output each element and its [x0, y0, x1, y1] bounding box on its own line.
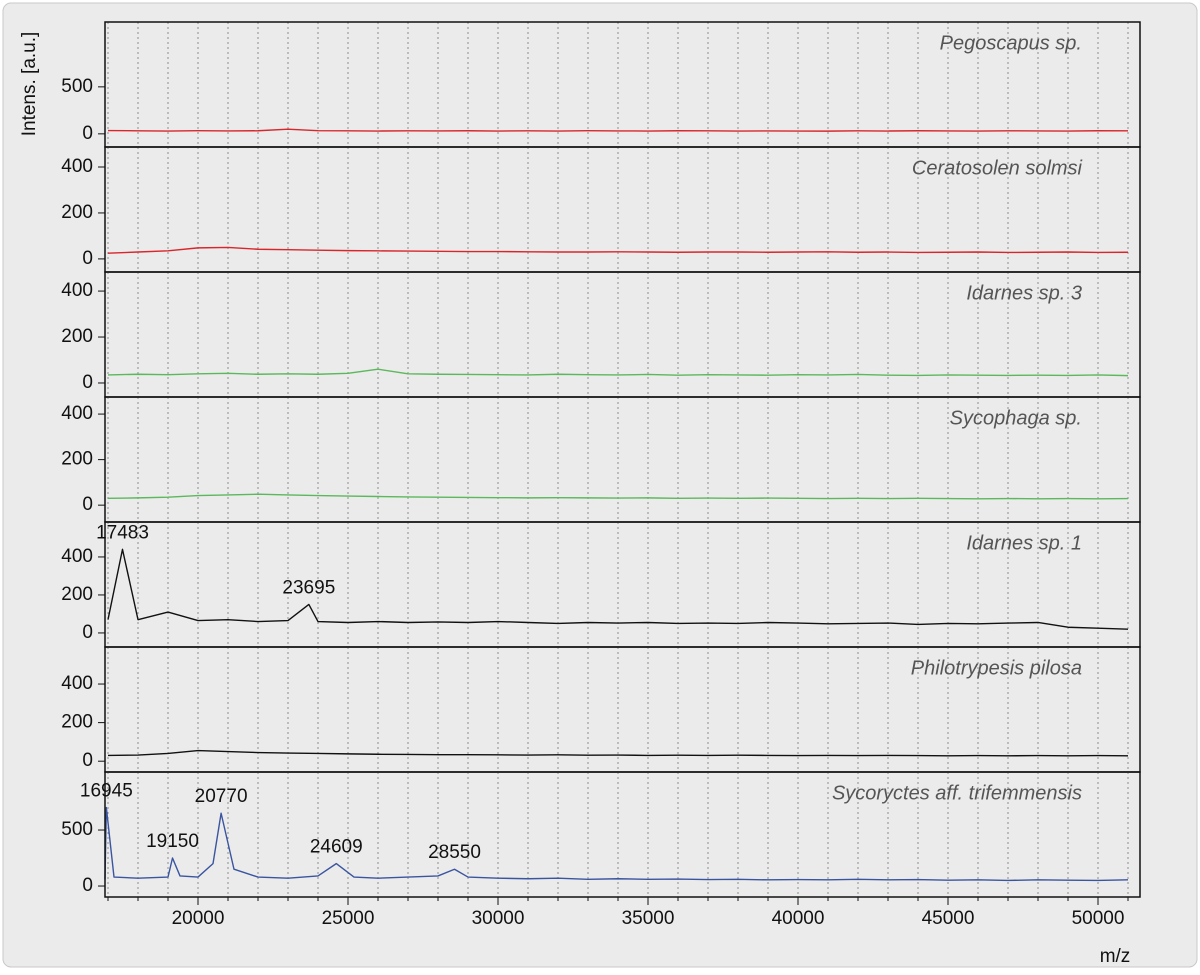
- y-tick-label: 400: [61, 546, 93, 567]
- x-tick-label: 45000: [922, 908, 975, 929]
- y-tick-label: 400: [61, 156, 93, 177]
- panel-title: Sycophaga sp.: [950, 407, 1082, 429]
- y-tick-label: 500: [61, 819, 93, 840]
- x-tick-label: 25000: [322, 908, 375, 929]
- y-tick-label: 0: [82, 372, 93, 393]
- y-tick-label: 200: [61, 449, 93, 470]
- peak-label: 23695: [282, 577, 335, 598]
- y-tick-label: 200: [61, 712, 93, 733]
- x-tick-label: 20000: [172, 908, 225, 929]
- peak-label: 24609: [310, 837, 363, 858]
- y-tick-label: 0: [82, 750, 93, 771]
- figure: 0 500 Pegoscapus sp. Intens. [a.u.] 0 200 400 C…: [0, 0, 1200, 970]
- y-tick-label: 400: [61, 673, 93, 694]
- y-tick-label: 200: [61, 202, 93, 223]
- panel-title: Pegoscapus sp.: [940, 32, 1082, 54]
- x-axis-label: m/z: [1100, 946, 1131, 967]
- peak-label: 16945: [80, 781, 133, 802]
- x-tick-label: 30000: [472, 908, 525, 929]
- y-tick-label: 0: [82, 494, 93, 515]
- y-tick-label: 400: [61, 403, 93, 424]
- peak-label: 20770: [195, 786, 248, 807]
- y-tick-label: 0: [82, 622, 93, 643]
- y-tick-label: 500: [61, 76, 93, 97]
- x-tick-label: 50000: [1072, 908, 1125, 929]
- y-tick-label: 0: [82, 875, 93, 896]
- x-tick-label: 35000: [622, 908, 675, 929]
- peak-label: 28550: [428, 842, 481, 863]
- y-tick-label: 200: [61, 584, 93, 605]
- y-tick-label: 400: [61, 280, 93, 301]
- panel-title: Idarnes sp. 1: [966, 532, 1082, 554]
- peak-label: 19150: [146, 831, 199, 852]
- panel-title: Sycoryctes aff. trifemmensis: [832, 782, 1082, 804]
- peak-label: 17483: [96, 522, 149, 543]
- panel-title: Philotrypesis pilosa: [911, 657, 1082, 679]
- y-tick-label: 200: [61, 326, 93, 347]
- y-axis-label: Intens. [a.u.]: [19, 32, 40, 137]
- panel-title: Idarnes sp. 3: [966, 282, 1082, 304]
- panel-title: Ceratosolen solmsi: [912, 157, 1083, 179]
- x-tick-label: 40000: [772, 908, 825, 929]
- page: {"chart_data": [ {"type": "line", "title…: [0, 0, 1200, 970]
- y-tick-label: 0: [82, 123, 93, 144]
- y-tick-label: 0: [82, 248, 93, 269]
